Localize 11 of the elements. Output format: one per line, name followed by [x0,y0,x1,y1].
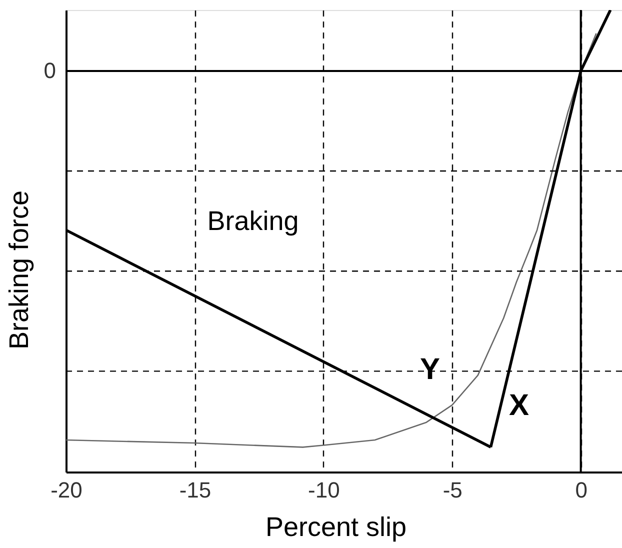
x-tick-label: -20 [50,478,82,502]
x-tick-label: -10 [308,478,340,502]
annotation: X [508,389,530,422]
x-tick-label: -5 [442,478,462,502]
y-axis-title: Braking force [4,190,34,350]
ref-line-label: 0 [44,58,56,83]
annotation: Y [420,353,440,386]
x-tick-label: -15 [179,478,212,502]
x-tick-label: 0 [575,478,588,502]
x-axis-title: Percent slip [265,512,407,542]
annotation: Braking [207,206,299,236]
